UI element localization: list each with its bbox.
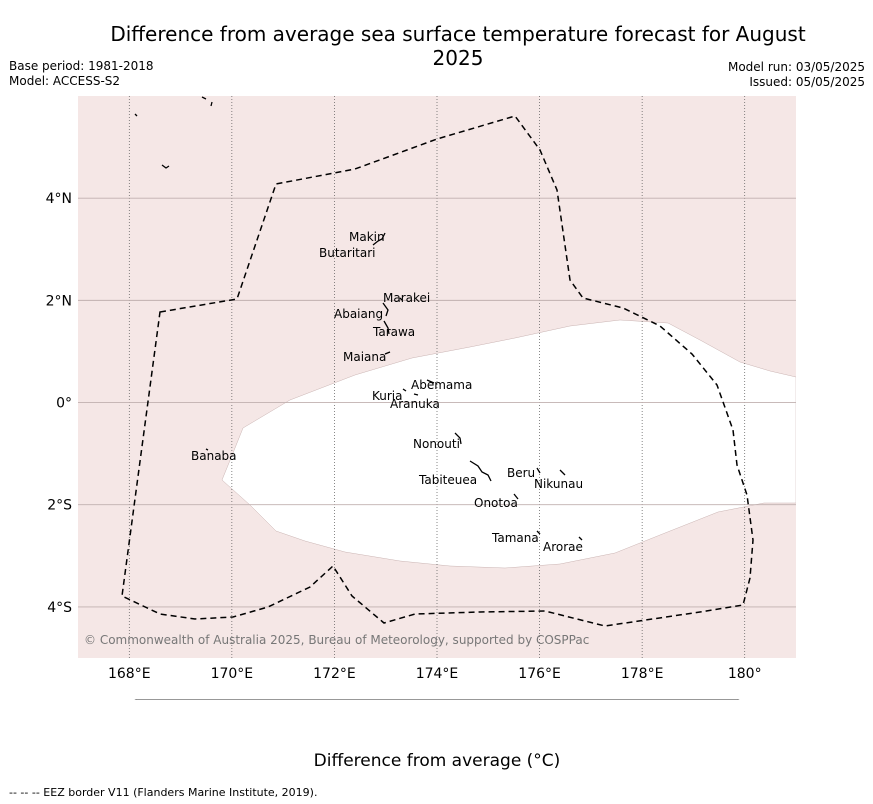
lon-tick-label: 172°E <box>313 666 356 682</box>
model-name: Model: ACCESS-S2 <box>9 74 121 88</box>
island-label-tamana: Tamana <box>491 531 539 545</box>
island-shapes <box>134 96 583 541</box>
lon-tick-label: 168°E <box>108 666 151 682</box>
island-label-beru: Beru <box>507 466 535 480</box>
island-label-maiana: Maiana <box>343 350 386 364</box>
eez-border <box>121 115 754 627</box>
lat-tick-label: 2°S <box>47 498 72 514</box>
model-run: Model run: 03/05/2025 <box>727 60 865 74</box>
island-label-makin: Makin <box>349 230 385 244</box>
lon-tick-label: 180° <box>728 666 762 682</box>
issued-date: Issued: 05/05/2025 <box>749 75 865 89</box>
lon-tick-label: 170°E <box>211 666 254 682</box>
island-label-nonouti: Nonouti <box>413 437 460 451</box>
island-label-abemama: Abemama <box>411 378 472 392</box>
island-label-marakei: Marakei <box>383 291 430 305</box>
island-label-abaiang: Abaiang <box>334 307 383 321</box>
meta-left: Base period: 1981-2018 Model: ACCESS-S2 <box>9 59 154 89</box>
lon-tick-label: 176°E <box>518 666 561 682</box>
eez-footnote: -- -- -- EEZ border V11 (Flanders Marine… <box>9 786 318 799</box>
island-label-nikunau: Nikunau <box>534 477 583 491</box>
island-label-aranuka: Aranuka <box>390 397 440 411</box>
lat-tick-label: 4°N <box>46 191 72 207</box>
island-label-arorae: Arorae <box>543 540 583 554</box>
island-label-tabiteuea: Tabiteuea <box>418 473 477 487</box>
gridlines <box>78 96 796 658</box>
lat-tick-label: 4°S <box>47 600 72 616</box>
axis-tick-labels: 168°E 170°E 172°E 174°E 176°E 178°E 180° 4°N 2°N… <box>46 191 762 682</box>
lat-tick-label: 0° <box>56 396 72 412</box>
meta-right: Model run: 03/05/2025 Issued: 05/05/2025 <box>728 60 865 90</box>
base-period: Base period: 1981-2018 <box>9 59 154 73</box>
lon-tick-label: 174°E <box>416 666 459 682</box>
colorbar-title: Difference from average (°C) <box>313 751 561 771</box>
island-label-banaba: Banaba <box>191 449 237 463</box>
copyright-notice: © Commonwealth of Australia 2025, Bureau… <box>84 633 589 647</box>
island-label-butaritari: Butaritari <box>319 246 376 260</box>
island-label-kuria: Kuria <box>372 389 403 403</box>
lat-tick-label: 2°N <box>46 293 72 309</box>
island-label-tarawa: Tarawa <box>372 325 415 339</box>
neutral-anomaly-region <box>221 319 796 569</box>
map-title: Difference from average sea surface temp… <box>110 22 806 70</box>
island-label-onotoa: Onotoa <box>474 496 518 510</box>
lon-tick-label: 178°E <box>621 666 664 682</box>
